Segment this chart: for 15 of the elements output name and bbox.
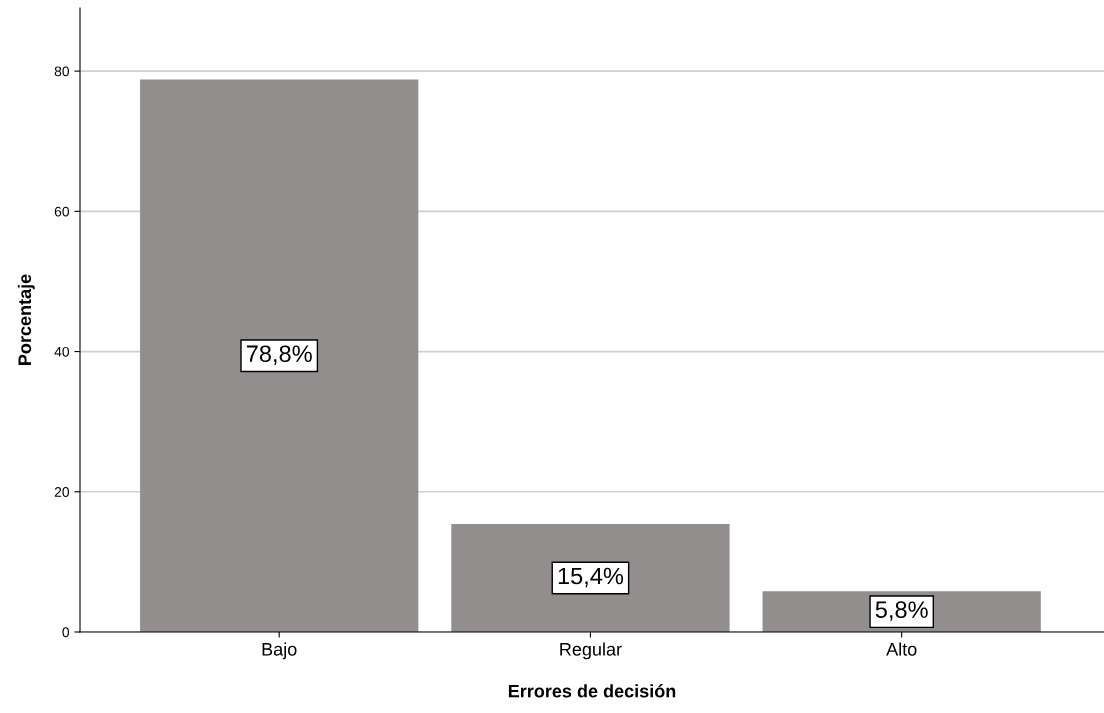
x-tick-label: Regular [560, 642, 622, 660]
y-tick-label: 80 [54, 66, 70, 77]
y-tick-label: 60 [54, 206, 70, 217]
x-tick-label: Alto [886, 642, 917, 656]
y-tick-label: 40 [54, 346, 70, 357]
y-tick-label: 20 [54, 487, 70, 497]
y-axis-title: Porcentaje [17, 274, 35, 365]
x-tick-label: Bajo [262, 642, 297, 660]
bar [451, 524, 730, 632]
data-label: 15,4% [558, 567, 624, 588]
y-tick-label: 0 [62, 627, 70, 638]
bar [140, 79, 419, 632]
data-label: 5,8% [875, 601, 928, 621]
x-axis-title: Errores de decisión [508, 684, 676, 698]
data-label: 78,8% [246, 345, 312, 365]
